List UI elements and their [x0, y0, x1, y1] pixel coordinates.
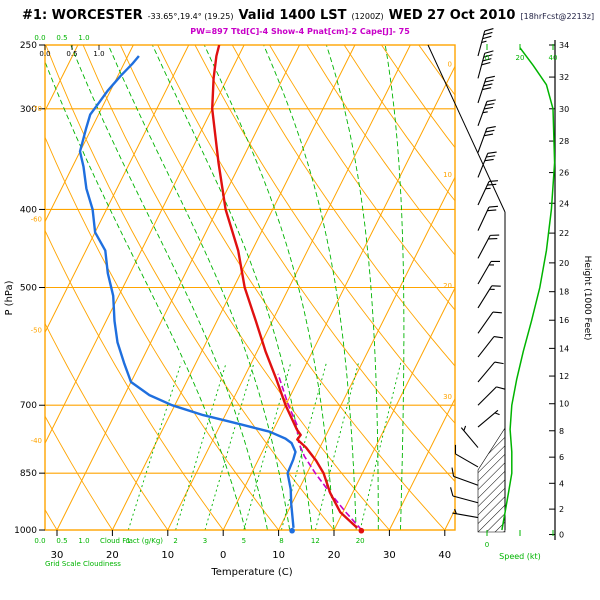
svg-text:30: 30: [443, 393, 452, 401]
temperature-axis-title: Temperature (C): [210, 567, 292, 578]
valid-time: Valid 1400 LST: [238, 8, 347, 23]
dry-adiabats: [45, 45, 455, 530]
svg-text:20: 20: [516, 54, 525, 62]
svg-text:400: 400: [20, 205, 37, 215]
svg-text:1000: 1000: [14, 526, 37, 536]
svg-text:2: 2: [559, 505, 564, 514]
svg-text:0: 0: [559, 531, 564, 540]
svg-text:1.0: 1.0: [93, 50, 104, 58]
svg-text:30: 30: [383, 550, 396, 561]
svg-text:40: 40: [438, 550, 451, 561]
cloud-captions: Cloud Fract (g/Kg) Grid Scale Cloudiness: [45, 537, 163, 568]
station-coords: -33.65°,19.4° (19.25): [147, 12, 234, 21]
forecast-tag: [18hrFcst@2213z]: [520, 12, 595, 21]
svg-text:-40: -40: [31, 437, 42, 445]
svg-text:10: 10: [443, 171, 452, 179]
svg-text:10: 10: [272, 550, 285, 561]
svg-text:26: 26: [559, 169, 569, 178]
svg-text:22: 22: [559, 229, 569, 238]
svg-text:20: 20: [443, 282, 452, 290]
svg-text:30: 30: [51, 550, 64, 561]
svg-text:0.5: 0.5: [66, 50, 77, 58]
axis-titles: P (hPa) Temperature (C) Height (1000 Feet)…: [4, 256, 592, 578]
svg-text:-70: -70: [31, 105, 42, 113]
svg-text:0: 0: [220, 550, 226, 561]
svg-text:300: 300: [20, 105, 37, 115]
svg-text:0: 0: [485, 541, 489, 549]
svg-text:0.0: 0.0: [34, 537, 45, 545]
svg-text:20: 20: [559, 259, 569, 268]
svg-text:10: 10: [161, 550, 174, 561]
svg-text:0.0: 0.0: [39, 50, 50, 58]
pressure-gridlines: [45, 108, 455, 474]
svg-text:500: 500: [20, 284, 37, 294]
indices-line: PW=897 Ttd[C]-4 Show-4 Pnat[cm]-2 Cape[J…: [190, 27, 410, 36]
title-bar: #1: WORCESTER -33.65°,19.4° (19.25) Vali…: [22, 8, 594, 23]
speed-profile: [501, 47, 556, 531]
svg-text:8: 8: [559, 427, 564, 436]
svg-text:4: 4: [559, 479, 564, 488]
isotherm-edge-labels: -40 -50 -60 -70 0 10 20 30: [31, 60, 452, 445]
pressure-axis-title: P (hPa): [4, 280, 15, 315]
wind-barbs: [450, 28, 506, 519]
surface-dewpoint-dot: [289, 527, 295, 534]
svg-text:28: 28: [559, 137, 569, 146]
station-title: #1: WORCESTER: [22, 8, 143, 23]
speed-axis-title: Speed (kt): [499, 552, 541, 561]
svg-text:3: 3: [203, 537, 207, 545]
isotherms: [45, 45, 455, 530]
svg-text:0.0: 0.0: [34, 34, 45, 42]
svg-text:8: 8: [279, 537, 283, 545]
svg-text:1: 1: [126, 537, 130, 545]
valid-date: WED 27 Oct 2010: [388, 8, 516, 23]
pressure-axis: 250 300 400 500 700 850 1000: [14, 41, 45, 536]
svg-text:2: 2: [173, 537, 177, 545]
svg-text:20: 20: [356, 537, 365, 545]
svg-text:6: 6: [559, 453, 564, 462]
svg-text:0.5: 0.5: [56, 34, 67, 42]
hatched-region: [477, 426, 506, 533]
svg-text:20: 20: [106, 550, 119, 561]
svg-text:12: 12: [559, 372, 569, 381]
cloud-scales: 0.00.00.00.50.50.51.01.01.0: [34, 34, 104, 545]
dewpoint-trace: [78, 55, 297, 529]
svg-text:30: 30: [559, 105, 569, 114]
svg-text:32: 32: [559, 73, 569, 82]
svg-text:-50: -50: [31, 326, 42, 334]
svg-text:10: 10: [559, 400, 569, 409]
height-axis-title: Height (1000 Feet): [582, 256, 592, 341]
temperature-trace: [211, 45, 359, 529]
svg-text:850: 850: [20, 469, 37, 479]
svg-text:40: 40: [549, 54, 558, 62]
svg-text:34: 34: [559, 41, 569, 50]
surface-temperature-dot: [358, 527, 365, 534]
svg-text:12: 12: [311, 537, 320, 545]
svg-text:0: 0: [448, 60, 452, 68]
svg-text:14: 14: [559, 344, 569, 353]
parcel-trace: [277, 373, 363, 530]
svg-text:Cloud Fract (g/Kg): Cloud Fract (g/Kg): [100, 537, 163, 545]
svg-text:1.0: 1.0: [78, 34, 89, 42]
svg-text:16: 16: [559, 316, 569, 325]
speed-axis: 0 20 40 0: [485, 44, 558, 549]
temperature-axis: 30 20 10 0 10 20 30 40: [51, 530, 451, 561]
svg-text:-60: -60: [31, 216, 42, 224]
svg-text:250: 250: [20, 41, 37, 51]
svg-text:5: 5: [242, 537, 246, 545]
valid-utc: (1200Z): [351, 12, 384, 21]
svg-text:0: 0: [485, 54, 489, 62]
svg-text:24: 24: [559, 199, 569, 208]
surface-markers: [289, 527, 365, 534]
svg-text:1.0: 1.0: [78, 537, 89, 545]
svg-text:18: 18: [559, 288, 569, 297]
mixing-ratio-labels: 1 2 3 5 8 12 20: [126, 537, 365, 545]
svg-text:20: 20: [328, 550, 341, 561]
moist-adiabats: [45, 45, 405, 530]
svg-text:Grid Scale Cloudiness: Grid Scale Cloudiness: [45, 560, 121, 568]
svg-text:700: 700: [20, 401, 37, 411]
svg-text:0.5: 0.5: [56, 537, 67, 545]
